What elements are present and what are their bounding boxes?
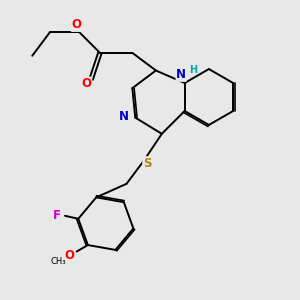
Text: H: H: [189, 65, 197, 75]
Text: S: S: [143, 157, 151, 170]
Text: O: O: [64, 249, 75, 262]
Text: O: O: [71, 18, 81, 32]
Text: O: O: [82, 77, 92, 90]
Text: CH₃: CH₃: [50, 257, 66, 266]
Text: F: F: [53, 209, 61, 222]
Text: N: N: [176, 68, 186, 81]
Text: N: N: [119, 110, 129, 123]
